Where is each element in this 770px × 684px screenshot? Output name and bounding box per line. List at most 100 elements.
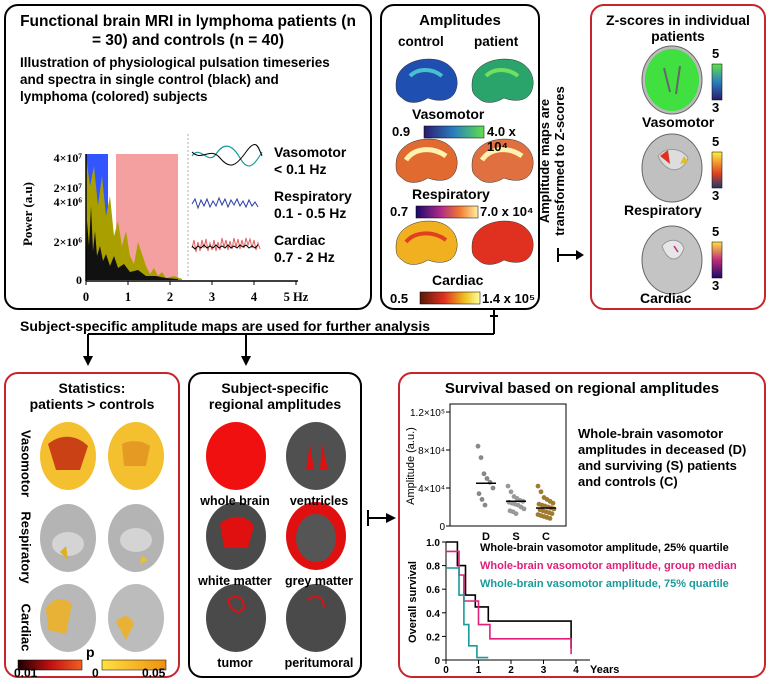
svg-text:Power (a.u): Power (a.u): [20, 182, 35, 246]
z-cardiac-max: 5: [712, 224, 720, 239]
scatter-point: [547, 516, 553, 521]
region-label-peritumoral: peritumoral: [284, 656, 354, 670]
stats-subtitle: patients > controls: [29, 396, 155, 412]
survival-line: [446, 550, 572, 655]
scatter-point: [538, 489, 544, 495]
survival-y-tick: 0: [434, 656, 440, 667]
scatter-y-tick: 4×10⁴: [418, 484, 445, 495]
region-label-tumor: tumor: [217, 656, 253, 670]
scatter-x-tick: S: [512, 531, 519, 543]
zscore-maps: [641, 45, 723, 295]
amp-vasomotor-name: Vasomotor: [412, 106, 485, 122]
z-vasomotor-max: 5: [712, 46, 720, 61]
survival-description: Whole-brain vasomotor amplitudes in dece…: [578, 426, 747, 489]
spectrum-x-tick: 1: [125, 290, 131, 304]
flow-label: Subject-specific amplitude maps are used…: [20, 318, 431, 334]
spectrum-x-tick: 4: [251, 290, 258, 304]
scatter-y-tick: 1.2×10⁵: [410, 408, 445, 419]
spectrum-y-tick: 0: [76, 273, 82, 287]
scatter-point: [479, 497, 485, 502]
panel-amplitudes: Amplitudes control patient Vasomotor 0.9…: [380, 4, 540, 310]
vasomotor-patient-brain: [471, 58, 534, 103]
z-cardiac-brain: [641, 225, 703, 295]
stats-colorbar-left: [17, 659, 83, 671]
flow-connector: [83, 310, 498, 366]
band-cardiac: Cardiac 0.7 - 2 Hz: [274, 232, 335, 266]
spectrum-y-label: Power (a.u): [20, 182, 35, 246]
spectrum-x-tick: 5 Hz: [284, 290, 309, 304]
survival-title: Survival based on regional amplitudes: [444, 380, 720, 397]
scatter-point: [478, 455, 484, 460]
cardiac-timeseries-control: [191, 244, 259, 250]
cardiac-colorbar: [419, 291, 481, 305]
stats-title: Statistics:: [58, 380, 126, 396]
scatter-point: [484, 476, 490, 481]
scatter-y-ticks: 1.2×10⁵ 8×10⁴ 4×10⁴ 0: [410, 408, 450, 533]
scatter-point: [481, 471, 487, 477]
band-cardiac-name: Cardiac: [274, 232, 326, 248]
scatter-point: [513, 511, 519, 517]
panel-survival: Survival based on regional amplitudes Wh…: [398, 372, 766, 678]
survival-x-tick: 0: [443, 665, 449, 676]
scatter-point: [508, 489, 514, 495]
vasomotor-colorbar: [423, 125, 485, 139]
z-respiratory-colorbar: [711, 151, 723, 189]
region-ventricles: [286, 422, 346, 490]
z-respiratory-min: 3: [712, 188, 720, 203]
amp-respiratory-min: 0.7: [390, 204, 409, 219]
amp-cardiac-max: 1.4 x 10⁵: [482, 291, 536, 306]
band-respiratory-name: Respiratory: [274, 188, 352, 204]
spectrum-y-tick: 2×10⁷: [54, 181, 83, 195]
regional-title: Subject-specific regional amplitudes: [208, 380, 342, 412]
survival-y-tick: 0.4: [426, 609, 440, 620]
scatter-frame: [449, 403, 567, 527]
cardiac-control-brain: [395, 220, 458, 265]
survival-x-tick: 4: [573, 665, 579, 676]
col-patient-label: patient: [474, 34, 519, 49]
scatter-x-tick: C: [542, 531, 550, 543]
panel-regional: Subject-specific regional amplitudes who…: [188, 372, 362, 678]
spectrum-y-tick: 4×10⁷: [54, 151, 83, 165]
band-respiratory-range: 0.1 - 0.5 Hz: [274, 205, 347, 221]
scatter-point: [482, 502, 488, 508]
band-vasomotor: Vasomotor < 0.1 Hz: [274, 144, 346, 178]
survival-arrow: [367, 510, 396, 526]
panel-mri-title: Functional brain MRI in lymphoma patient…: [20, 13, 356, 49]
survival-legend-entry: Whole-brain vasomotor amplitude, group m…: [480, 560, 737, 572]
scatter-point: [505, 483, 511, 489]
survival-x-ticks: 0 1 2 3 4: [443, 660, 579, 676]
vasomotor-control-brain: [395, 58, 458, 103]
band-cardiac-range: 0.7 - 2 Hz: [274, 249, 335, 265]
scatter-point: [549, 511, 555, 517]
scatter-point: [475, 443, 481, 449]
z-respiratory-name: Respiratory: [624, 202, 702, 218]
region-label-ventricles: ventricles: [289, 494, 349, 508]
stats-maps: [17, 422, 167, 671]
panel-mri-spectra: Functional brain MRI in lymphoma patient…: [4, 4, 372, 310]
transform-arrow: [557, 248, 584, 262]
survival-line: [446, 567, 489, 659]
amp-vasomotor-max: 4.0 x 10⁴: [487, 124, 516, 154]
survival-legend-entry: Whole-brain vasomotor amplitude, 75% qua…: [480, 578, 729, 590]
scatter-point: [490, 485, 496, 491]
region-tumor: [206, 584, 266, 652]
scatter-points: [475, 443, 557, 521]
stats-cbar-min: 0.01: [14, 666, 38, 680]
scatter-point: [521, 506, 527, 512]
z-cardiac-name: Cardiac: [640, 290, 692, 306]
survival-x-tick: 2: [508, 665, 514, 676]
scatter-y-tick: 0: [439, 522, 445, 533]
scatter-point: [476, 491, 482, 497]
region-peritumoral: [286, 584, 346, 652]
amp-respiratory-name: Respiratory: [412, 186, 490, 202]
survival-x-tick: 1: [476, 665, 482, 676]
survival-line: [446, 541, 572, 649]
respiratory-colorbar: [415, 205, 479, 219]
amplitudes-title: Amplitudes: [419, 12, 501, 29]
spectrum-x-tick: 0: [83, 290, 89, 304]
z-vasomotor-colorbar: [711, 63, 723, 101]
scatter-y-tick: 8×10⁴: [418, 446, 445, 457]
spectrum-y-tick: 4×10⁶: [54, 195, 83, 209]
